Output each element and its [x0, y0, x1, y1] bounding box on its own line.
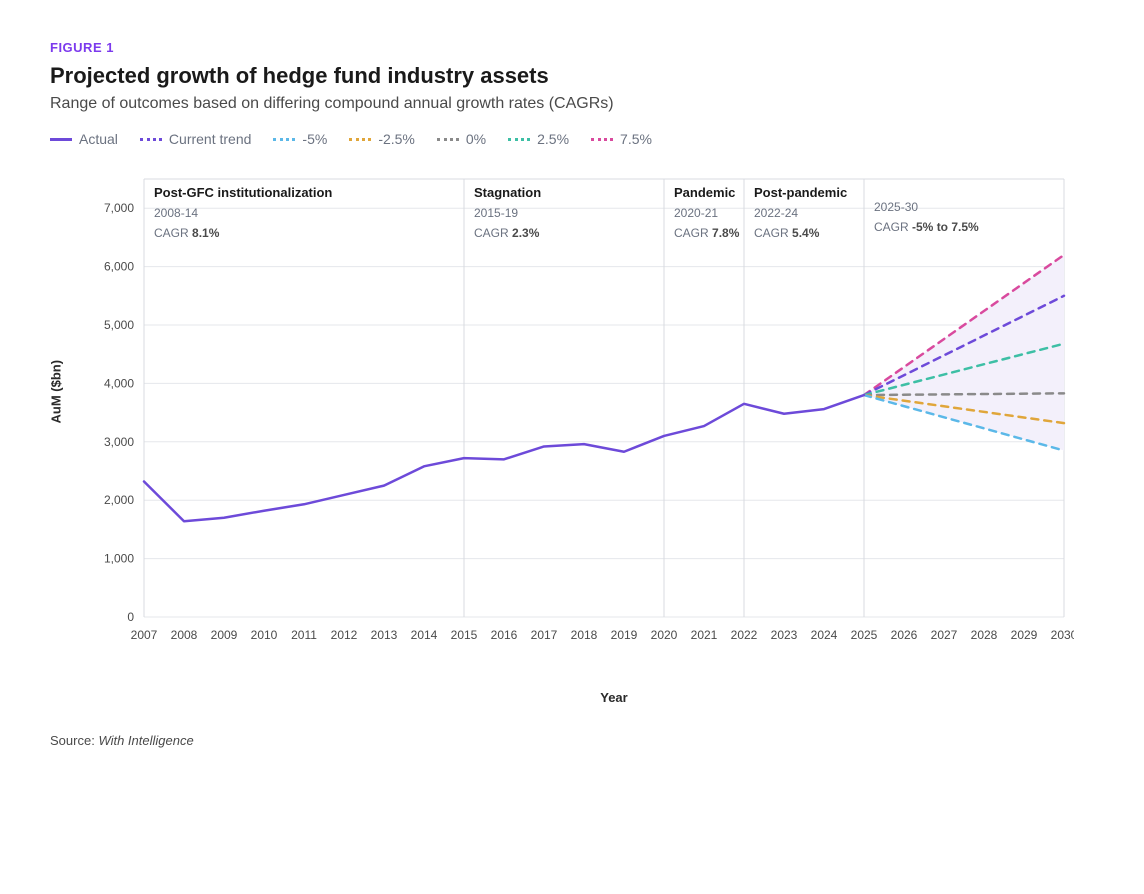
legend-item: -2.5% [349, 131, 415, 147]
svg-text:2025-30: 2025-30 [874, 200, 918, 214]
svg-text:CAGR 7.8%: CAGR 7.8% [674, 226, 740, 240]
svg-text:2020: 2020 [651, 628, 678, 642]
legend-item: -5% [273, 131, 327, 147]
svg-text:Pandemic: Pandemic [674, 185, 735, 200]
source-line: Source: With Intelligence [50, 733, 1094, 748]
svg-text:2013: 2013 [371, 628, 398, 642]
svg-text:2011: 2011 [291, 628, 317, 642]
svg-text:2026: 2026 [891, 628, 918, 642]
svg-text:2022: 2022 [731, 628, 758, 642]
svg-text:2024: 2024 [811, 628, 838, 642]
legend-swatch [437, 138, 459, 141]
svg-text:2025: 2025 [851, 628, 878, 642]
chart-svg: 0 1,000 2,000 3,000 4,000 5,000 6,000 7,000 2007… [74, 167, 1074, 667]
svg-text:7,000: 7,000 [104, 201, 134, 215]
legend-swatch [591, 138, 613, 141]
legend-swatch [349, 138, 371, 141]
svg-text:4,000: 4,000 [104, 376, 134, 390]
svg-text:2020-21: 2020-21 [674, 206, 718, 220]
svg-text:CAGR 5.4%: CAGR 5.4% [754, 226, 820, 240]
svg-text:2009: 2009 [211, 628, 238, 642]
svg-text:2028: 2028 [971, 628, 998, 642]
chart-subtitle: Range of outcomes based on differing com… [50, 95, 1094, 113]
legend-swatch [50, 138, 72, 141]
svg-text:Post-pandemic: Post-pandemic [754, 185, 847, 200]
svg-text:2008-14: 2008-14 [154, 206, 198, 220]
legend-swatch [140, 138, 162, 141]
svg-text:CAGR 2.3%: CAGR 2.3% [474, 226, 540, 240]
svg-text:2,000: 2,000 [104, 493, 134, 507]
svg-text:2015: 2015 [451, 628, 478, 642]
source-name: With Intelligence [98, 733, 193, 748]
legend-swatch [273, 138, 295, 141]
svg-text:2022-24: 2022-24 [754, 206, 798, 220]
svg-text:2019: 2019 [611, 628, 638, 642]
legend-swatch [508, 138, 530, 141]
svg-text:2030: 2030 [1051, 628, 1074, 642]
svg-text:Stagnation: Stagnation [474, 185, 541, 200]
svg-text:5,000: 5,000 [104, 318, 134, 332]
svg-text:2010: 2010 [251, 628, 278, 642]
y-axis-label: AuM ($bn) [49, 360, 64, 424]
legend-item: 7.5% [591, 131, 652, 147]
svg-text:2016: 2016 [491, 628, 518, 642]
legend: Actual Current trend -5% -2.5% 0% 2.5% 7.5% [50, 131, 1094, 147]
svg-text:2015-19: 2015-19 [474, 206, 518, 220]
svg-text:CAGR -5% to 7.5%: CAGR -5% to 7.5% [874, 220, 979, 234]
svg-text:2023: 2023 [771, 628, 798, 642]
x-axis-label: Year [134, 690, 1094, 705]
svg-text:2012: 2012 [331, 628, 358, 642]
legend-label: Current trend [169, 131, 251, 147]
legend-label: -2.5% [378, 131, 415, 147]
legend-item: 0% [437, 131, 486, 147]
figure-number: FIGURE 1 [50, 40, 1094, 55]
svg-text:2014: 2014 [411, 628, 438, 642]
source-label: Source [50, 733, 91, 748]
svg-text:2017: 2017 [531, 628, 558, 642]
svg-text:3,000: 3,000 [104, 435, 134, 449]
svg-text:2027: 2027 [931, 628, 958, 642]
svg-text:0: 0 [127, 610, 134, 624]
svg-text:CAGR 8.1%: CAGR 8.1% [154, 226, 220, 240]
svg-text:1,000: 1,000 [104, 552, 134, 566]
svg-text:2008: 2008 [171, 628, 198, 642]
legend-item: Current trend [140, 131, 251, 147]
svg-text:2007: 2007 [131, 628, 158, 642]
svg-text:2029: 2029 [1011, 628, 1038, 642]
legend-item: Actual [50, 131, 118, 147]
legend-label: -5% [302, 131, 327, 147]
legend-label: Actual [79, 131, 118, 147]
svg-text:2018: 2018 [571, 628, 598, 642]
legend-label: 2.5% [537, 131, 569, 147]
chart-title: Projected growth of hedge fund industry … [50, 63, 1094, 89]
svg-text:2021: 2021 [691, 628, 718, 642]
legend-label: 0% [466, 131, 486, 147]
legend-item: 2.5% [508, 131, 569, 147]
svg-text:Post-GFC institutionalization: Post-GFC institutionalization [154, 185, 332, 200]
legend-label: 7.5% [620, 131, 652, 147]
chart-container: AuM ($bn) 01,0002,0003,0004,0005,0006,00… [74, 167, 1094, 705]
svg-text:6,000: 6,000 [104, 260, 134, 274]
